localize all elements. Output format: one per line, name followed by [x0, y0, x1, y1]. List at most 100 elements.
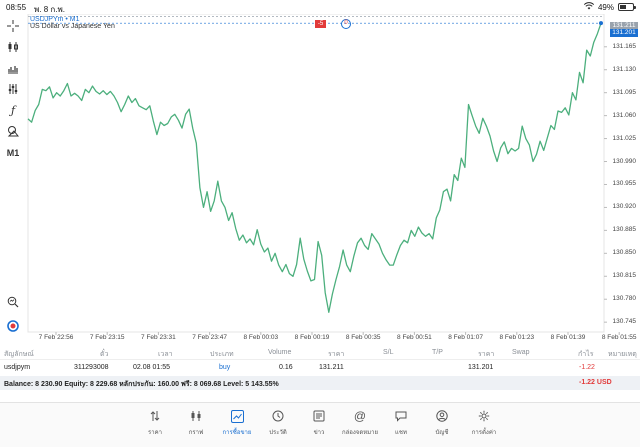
chart-description: US Dollar vs Japanese Yen [30, 23, 115, 30]
row-profit: -1.22 [579, 364, 595, 371]
x-tick-label: 8 Feb 00:51 [397, 334, 432, 341]
x-tick-label: 8 Feb 00:19 [294, 334, 330, 341]
row-symbol: usdjpym [4, 364, 31, 371]
battery-level [620, 5, 627, 9]
positions-header: สัญลักษณ์ ตั๋ว เวลา ประเภท Volume ราคา S… [0, 346, 640, 360]
y-tick-label: 130.780 [612, 295, 637, 303]
x-tick-label: 7 Feb 23:15 [89, 334, 125, 341]
tab-news[interactable]: ข่าว [299, 409, 339, 437]
chat-icon [394, 409, 408, 423]
header-note: หมายเหตุ [608, 351, 637, 358]
tab-label: บัญชี [435, 430, 449, 436]
y-tick-label: 131.165 [612, 42, 637, 50]
x-tick-label: 8 Feb 01:55 [601, 334, 637, 341]
header-symbol: สัญลักษณ์ [4, 351, 34, 358]
mailbox-icon: @ [353, 409, 367, 423]
crosshair-icon[interactable] [4, 17, 22, 35]
tab-label: การซื้อขาย [222, 430, 252, 436]
tab-label: กล่องจดหมาย [341, 430, 379, 436]
tab-label: ข่าว [313, 430, 325, 436]
price-chart[interactable]: USDJPYm • M1 US Dollar vs Japanese Yen 1… [26, 14, 640, 344]
y-tick-label: 131.060 [612, 111, 637, 119]
x-tick-label: 8 Feb 00:35 [345, 334, 381, 341]
row-type: buy [219, 364, 231, 371]
chart-type-candles-icon[interactable] [4, 38, 22, 56]
y-tick-label: 130.990 [612, 157, 637, 165]
ask-price-tag: 131.211 [610, 22, 638, 30]
battery-icon [618, 3, 636, 11]
history-icon [271, 409, 285, 423]
y-tick-label: 130.745 [612, 318, 637, 326]
tab-chat[interactable]: แชท [381, 409, 421, 437]
total-profit: -1.22 USD [579, 379, 612, 386]
y-tick-label: 131.025 [612, 134, 637, 142]
x-tick-label: 7 Feb 22:56 [38, 334, 74, 341]
chart-symbol: USDJPYm • M1 [30, 16, 80, 23]
objects-icon[interactable] [4, 122, 22, 140]
x-tick-label: 8 Feb 01:39 [550, 334, 586, 341]
row-open-price: 131.211 [319, 364, 344, 371]
header-sl: S/L [383, 349, 394, 356]
header-price: ราคา [478, 351, 495, 358]
x-tick-label: 8 Feb 00:03 [243, 334, 279, 341]
account-icon [435, 409, 449, 423]
table-row[interactable]: usdjpym 311293008 02.08 01:55 buy 0.16 1… [0, 361, 640, 375]
tab-account[interactable]: บัญชี [422, 409, 462, 437]
arrows-updown-icon [148, 409, 162, 423]
status-bar: 08:55 พ. 8 ก.พ. 49% [0, 0, 640, 14]
header-ticket: ตั๋ว [100, 351, 109, 358]
one-click-trading-icon[interactable] [4, 317, 22, 335]
tab-trade[interactable]: การซื้อขาย [217, 409, 257, 437]
tab-label: การตั้งค่า [471, 430, 497, 436]
y-tick-label: 130.920 [612, 203, 637, 211]
tab-label: แชท [395, 430, 407, 436]
balance-text: Balance: 8 230.90 Equity: 8 229.68 หลักป… [4, 381, 279, 388]
tab-history[interactable]: ประวัติ [258, 409, 298, 437]
tab-label: ประวัติ [269, 430, 287, 436]
row-ticket: 311293008 [74, 364, 109, 371]
tab-chart[interactable]: กราฟ [176, 409, 216, 437]
indicators-icon[interactable] [4, 59, 22, 77]
y-tick-label: 130.850 [612, 249, 637, 257]
y-tick-label: 131.095 [612, 88, 637, 96]
tab-quotes[interactable]: ราคา [135, 409, 175, 437]
row-price: 131.201 [468, 364, 494, 371]
wifi-icon [583, 2, 595, 12]
tab-settings[interactable]: การตั้งค่า [464, 409, 504, 437]
header-type: ประเภท [210, 351, 234, 358]
order-status-badge[interactable]: 0 [341, 19, 351, 29]
trade-chart-icon [230, 409, 244, 423]
account-summary: Balance: 8 230.90 Equity: 8 229.68 หลักป… [0, 376, 640, 390]
chart-settings-icon[interactable] [4, 80, 22, 98]
y-tick-label: 131.130 [612, 65, 637, 73]
candlestick-icon [189, 409, 203, 423]
bid-price-tag: 131.201 [610, 29, 638, 37]
row-volume: 0.16 [279, 364, 293, 371]
timeframe-m1[interactable]: M1 [6, 148, 20, 158]
header-volume: Volume [268, 349, 292, 356]
sell-order-badge[interactable]: -5 [315, 20, 326, 28]
y-tick-label: 130.815 [612, 272, 637, 280]
tab-mailbox[interactable]: @ กล่องจดหมาย [340, 409, 380, 437]
header-swap: Swap [512, 349, 530, 356]
zoom-icon[interactable] [4, 293, 22, 311]
header-open-price: ราคา [328, 351, 345, 358]
x-tick-label: 8 Feb 01:23 [499, 334, 535, 341]
price-series-line [27, 22, 602, 313]
news-icon [312, 409, 326, 423]
header-time: เวลา [158, 351, 173, 358]
status-time: 08:55 [6, 3, 27, 12]
status-right: 49% [583, 2, 636, 12]
x-tick-label: 7 Feb 23:31 [141, 334, 176, 341]
header-profit: กำไร [578, 351, 594, 358]
row-time: 02.08 01:55 [133, 364, 170, 371]
chart-frame [27, 14, 605, 333]
chart-canvas[interactable] [26, 14, 640, 344]
header-tp: T/P [432, 349, 443, 356]
x-tick-label: 7 Feb 23:47 [192, 334, 227, 341]
bottom-tab-bar: ราคา กราฟ การซื้อขาย ประวัติ ข่าว @ กล่อ… [0, 402, 640, 447]
tab-label: ราคา [148, 430, 162, 436]
battery-percent: 49% [597, 2, 614, 12]
y-tick-label: 130.955 [612, 180, 637, 188]
function-icon[interactable]: ƒ [10, 103, 16, 117]
